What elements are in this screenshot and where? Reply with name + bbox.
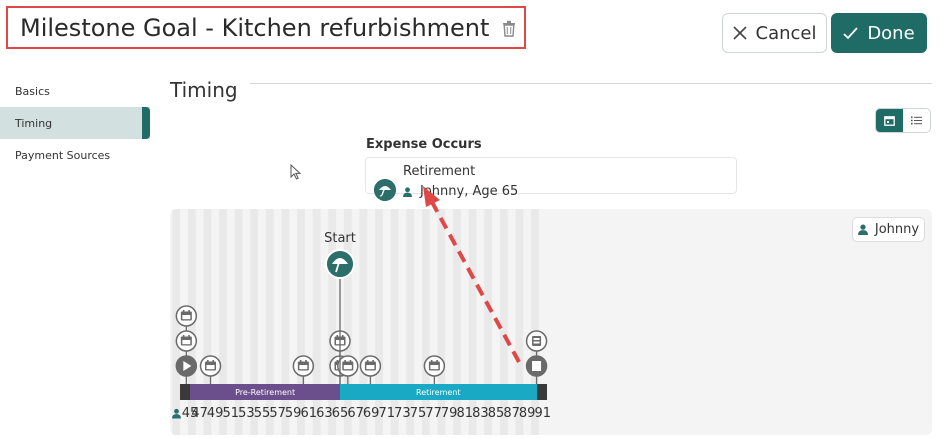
view-toggle [875, 108, 931, 133]
age-tick-label: 85 [487, 406, 505, 421]
age-tick-label: 89 [518, 406, 536, 421]
list-icon [911, 116, 922, 125]
timeline-stripe [297, 209, 305, 435]
calendar-icon [884, 116, 895, 126]
section-title: Timing [170, 78, 238, 102]
calendar-icon[interactable] [175, 305, 198, 327]
check-icon [843, 26, 858, 39]
age-tick-label: 67 [347, 406, 364, 421]
section-divider [250, 83, 932, 84]
timeline-stripe [359, 209, 368, 435]
calendar-icon[interactable] [423, 355, 446, 377]
age-tick-label: 65 [331, 406, 349, 421]
age-tick-label: 75 [409, 406, 427, 421]
timeline-stripe [234, 209, 243, 435]
age-tick-label: 83 [472, 406, 489, 421]
age-tick-label: 73 [394, 406, 411, 421]
sidebar: Basics Timing Payment Sources [0, 75, 150, 171]
trash-icon[interactable] [502, 20, 516, 37]
age-tick-label: 79 [440, 406, 458, 421]
expense-person-age: Johnny, Age 65 [420, 184, 519, 199]
sidebar-item-label: Timing [15, 116, 53, 130]
age-tick-label: 49 [206, 406, 224, 421]
retire-icon[interactable] [525, 330, 548, 352]
timeline-stripe [281, 209, 290, 435]
umbrella-icon[interactable] [325, 249, 355, 279]
age-tick-label: 91 [534, 406, 552, 421]
age-tick-label: 47 [191, 406, 208, 421]
end-icon[interactable] [525, 355, 548, 377]
done-button-label: Done [867, 22, 915, 44]
timeline-stripe [421, 209, 430, 435]
person-icon [403, 186, 412, 197]
sidebar-item-timing[interactable]: Timing [0, 107, 150, 139]
timeline-band[interactable]: Retirement [340, 384, 537, 400]
cancel-button[interactable]: Cancel [722, 13, 827, 53]
timeline-stripe [172, 209, 181, 435]
person-icon [172, 408, 181, 419]
age-tick-label: 71 [378, 406, 396, 421]
age-tick-label: 53 [238, 406, 255, 421]
age-tick-label: 57 [269, 406, 286, 421]
age-tick-label: 69 [362, 406, 380, 421]
expense-event-name: Retirement [403, 164, 476, 179]
timeline-person-chip[interactable]: Johnny [852, 217, 925, 242]
timeline-panel[interactable] [170, 209, 932, 435]
timeline-stripe [531, 209, 539, 435]
umbrella-icon [374, 179, 396, 201]
person-icon [857, 224, 868, 235]
age-tick-label: 63 [316, 406, 333, 421]
calendar-icon[interactable] [292, 355, 315, 377]
play-icon[interactable] [175, 355, 198, 377]
age-tick-label: 59 [284, 406, 302, 421]
mouse-cursor-icon [290, 164, 302, 180]
timeline-band[interactable] [180, 384, 191, 400]
age-tick-label: 61 [300, 406, 318, 421]
expense-event-person: Johnny, Age 65 [403, 184, 518, 199]
timeline-band[interactable] [536, 384, 548, 400]
age-tick-label: 87 [503, 406, 520, 421]
timeline-stripe [390, 209, 399, 435]
sidebar-item-label: Basics [15, 84, 50, 98]
age-tick-label: 45 [181, 406, 199, 421]
timeline-stripe [375, 209, 383, 435]
timeline-stripe [265, 209, 274, 435]
timeline-stripe [219, 209, 227, 435]
close-icon [732, 26, 747, 40]
timeline-stripe [203, 209, 212, 435]
timeline-stripe [406, 209, 415, 435]
age-tick-label: 77 [425, 406, 442, 421]
calendar-icon[interactable] [359, 355, 382, 377]
timeline-band[interactable]: Pre-Retirement [190, 384, 340, 400]
sidebar-item-label: Payment Sources [15, 148, 111, 162]
timeline-stripe [250, 209, 259, 435]
age-tick-label: 55 [253, 406, 271, 421]
age-tick-label: 51 [222, 406, 240, 421]
cancel-button-label: Cancel [755, 22, 817, 44]
sidebar-item-basics[interactable]: Basics [0, 75, 150, 107]
timeline-stripe [343, 209, 352, 435]
goal-title: Milestone Goal - Kitchen refurbishment [20, 13, 490, 42]
done-button[interactable]: Done [831, 13, 927, 53]
list-view-button[interactable] [903, 109, 930, 132]
start-marker-label: Start [324, 231, 356, 246]
timeline-stripe [328, 209, 337, 435]
timeline-stripe [312, 209, 321, 435]
age-tick-label: 81 [456, 406, 474, 421]
calendar-icon[interactable] [199, 355, 222, 377]
timeline-person-name: Johnny [874, 222, 920, 237]
calendar-icon[interactable] [337, 355, 359, 377]
calendar-icon[interactable] [175, 330, 198, 352]
calendar-view-button[interactable] [876, 109, 903, 132]
sidebar-item-payment-sources[interactable]: Payment Sources [0, 139, 150, 171]
goal-title-box[interactable]: Milestone Goal - Kitchen refurbishment [6, 6, 526, 49]
expense-occurs-heading: Expense Occurs [366, 137, 482, 152]
